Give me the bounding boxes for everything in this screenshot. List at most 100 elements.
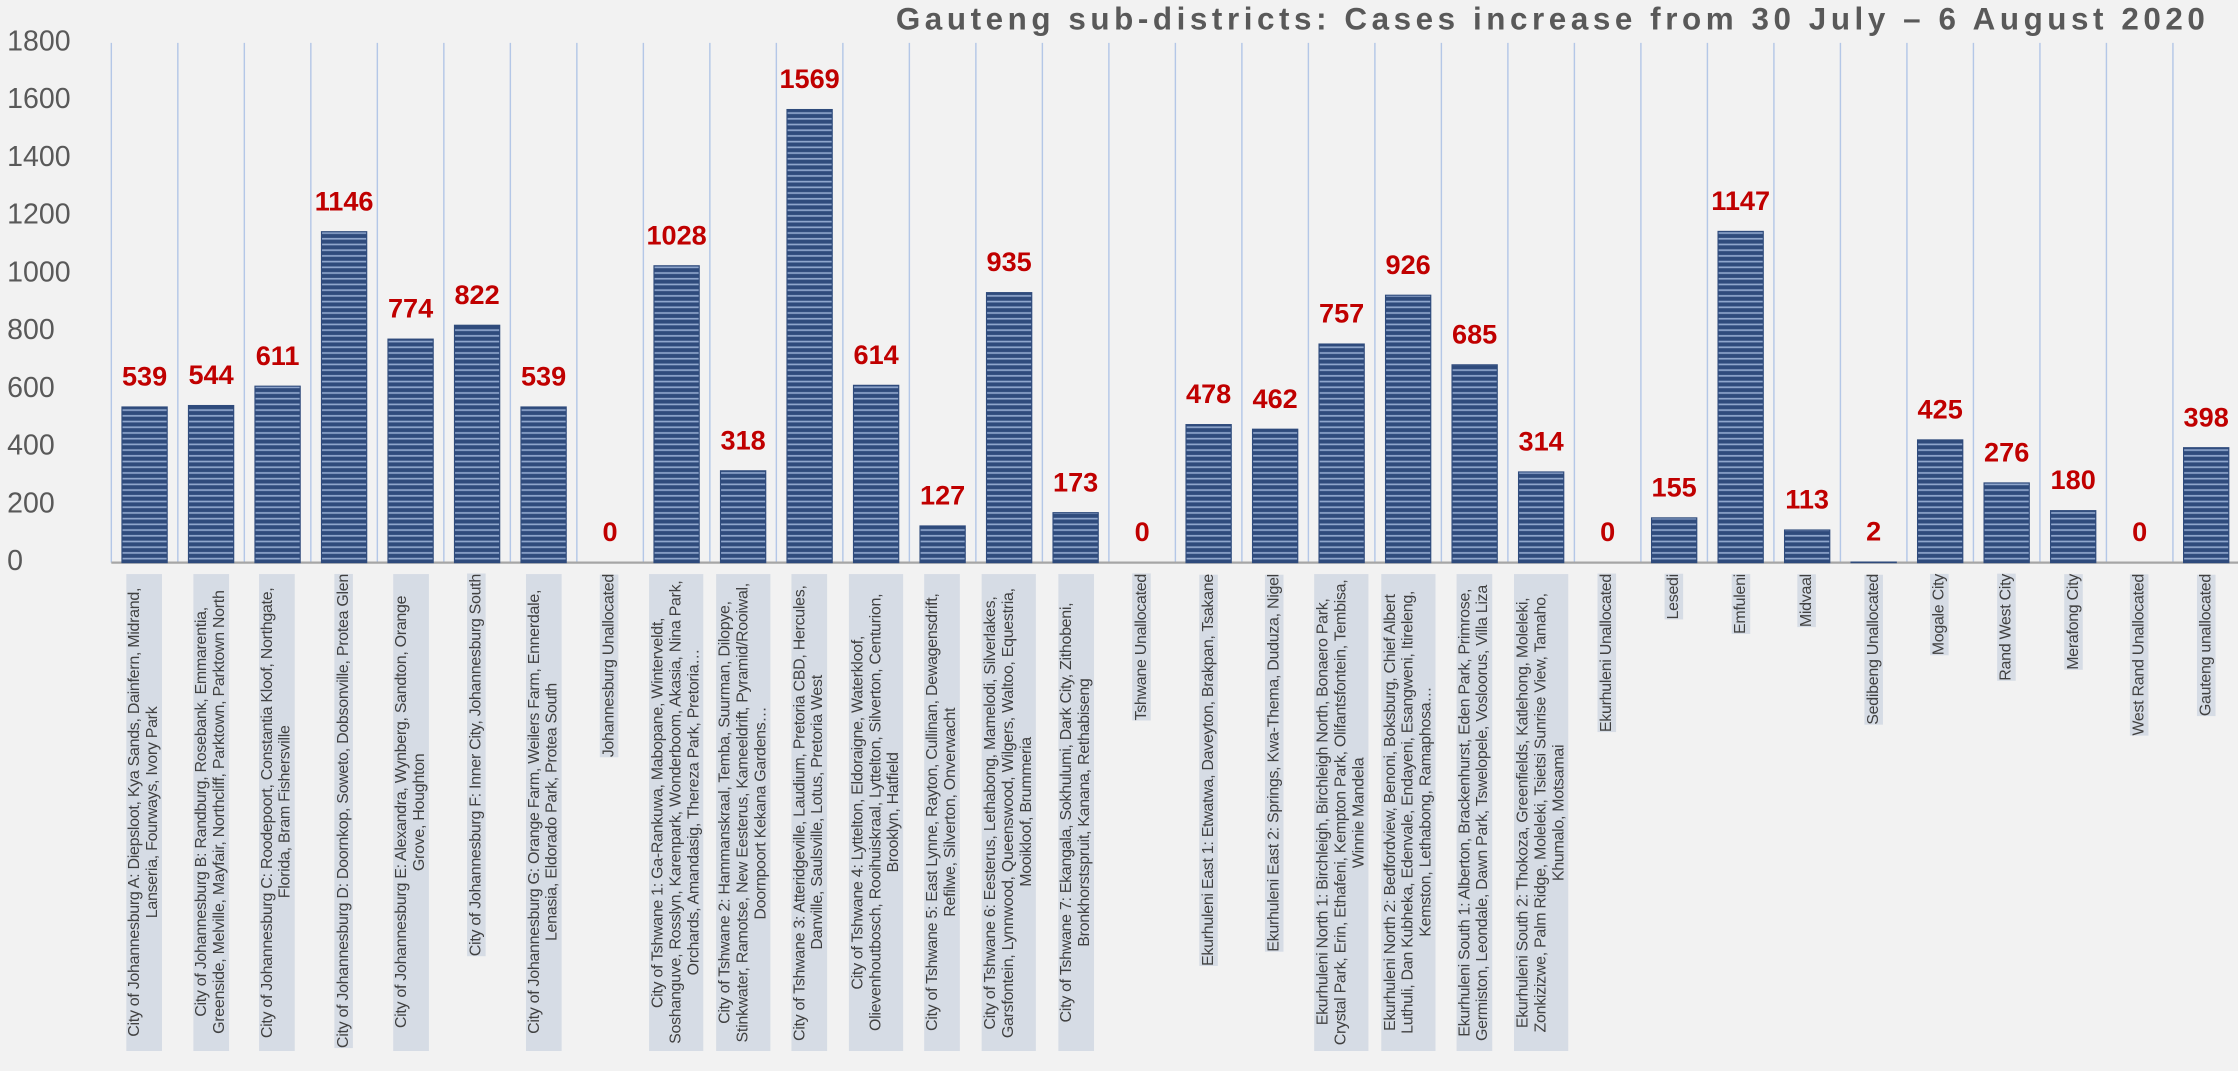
value-label: 314	[1519, 426, 1564, 457]
bar	[1650, 517, 1698, 564]
x-tick-label: Ekurhuleni North 2: Bedfordview, Benoni,…	[1381, 574, 1435, 1052]
y-tick-label: 1200	[7, 199, 71, 231]
x-tick-label: City of Johannesburg F: Inner City, Joha…	[468, 574, 487, 957]
value-label: 1146	[315, 185, 374, 216]
bar	[520, 406, 567, 564]
x-tick-label: Rand West City	[1997, 574, 2016, 681]
x-tick-label: City of Johannesburg G: Orange Farm, Wei…	[525, 574, 562, 1052]
value-label: 1147	[1711, 185, 1770, 216]
value-label: 1028	[646, 219, 706, 250]
y-tick-label: 600	[7, 372, 55, 404]
x-tick-label: Mogale City	[1931, 574, 1950, 656]
x-tick-label: Ekurhuleni South 1: Alberton, Brackenhur…	[1456, 574, 1493, 1052]
x-tick-label: City of Johannesburg C: Roodepoort, Cons…	[259, 574, 296, 1052]
x-tick-label: Ekurhuleni East 1: Etwatwa, Daveyton, Br…	[1199, 574, 1218, 966]
y-tick-label: 1800	[7, 25, 71, 57]
value-label: 2	[1866, 516, 1881, 547]
bar	[919, 525, 966, 564]
bar	[387, 338, 434, 564]
y-tick-label: 1600	[7, 83, 71, 115]
value-label: 127	[920, 480, 965, 511]
bar	[1318, 343, 1365, 564]
value-label: 611	[256, 340, 300, 371]
value-label: 0	[1600, 516, 1615, 547]
value-label: 173	[1053, 466, 1098, 497]
x-tick-label: Gauteng unallocated	[2197, 574, 2216, 717]
bar	[786, 108, 833, 564]
value-label: 1569	[779, 63, 839, 94]
x-tick-label: Lesedi	[1665, 574, 1684, 620]
value-label: 685	[1452, 318, 1497, 349]
y-tick-label: 1400	[7, 141, 71, 173]
x-tick-label: Johannesburg Unallocated	[601, 574, 620, 758]
y-tick-label: 800	[7, 314, 55, 346]
y-tick-label: 1000	[7, 256, 71, 288]
bar	[1850, 561, 1897, 564]
x-tick-label: City of Tshwane 7: Ekangala, Sokhulumi, …	[1057, 574, 1094, 1052]
bar	[254, 385, 301, 564]
x-tick-label: Ekurhuleni East 2: Springs, Kwa-Thema, D…	[1266, 574, 1285, 952]
bar	[1983, 482, 2030, 564]
bar	[1052, 512, 1099, 564]
value-label: 935	[987, 246, 1032, 277]
bar	[1517, 471, 1565, 564]
x-tick-label: City of Johannesburg D: Doornkop, Soweto…	[335, 574, 354, 1049]
bar	[852, 384, 900, 564]
value-label: 926	[1386, 249, 1431, 280]
bar	[1251, 428, 1299, 564]
bar	[320, 231, 368, 564]
y-tick-label: 0	[7, 545, 23, 577]
bar	[1451, 364, 1498, 564]
bar	[121, 406, 168, 564]
value-label: 462	[1253, 383, 1298, 414]
x-tick-label: Tshwane Unallocated	[1133, 574, 1152, 721]
x-tick-label: City of Tshwane 1: Ga-Rankuwa, Mabopane,…	[649, 574, 704, 1052]
x-tick-label: Ekurhuleni South 2: Thokoza, Greenfields…	[1514, 574, 1568, 1052]
value-label: 822	[454, 279, 499, 310]
bar	[653, 265, 700, 564]
value-label: 539	[521, 361, 566, 392]
x-tick-label: West Rand Unallocated	[2130, 574, 2149, 736]
bar	[1717, 230, 1764, 564]
x-tick-label: Emfuleni	[1731, 574, 1750, 634]
bar	[1783, 529, 1831, 564]
value-label: 155	[1652, 471, 1697, 502]
y-tick-label: 400	[7, 430, 55, 462]
chart-title: Gauteng sub-districts: Cases increase fr…	[896, 2, 2210, 37]
value-label: 398	[2184, 401, 2229, 432]
x-tick-label: Ekurhuleni North 1: Birchleigh, Birchlei…	[1314, 574, 1369, 1052]
x-tick-label: City of Johannesburg E: Alexandra, Wynbe…	[392, 574, 429, 1052]
y-tick-label: 200	[7, 487, 55, 519]
value-label: 614	[854, 339, 899, 370]
value-label: 774	[388, 293, 433, 324]
value-label: 0	[2132, 516, 2147, 547]
value-label: 113	[1785, 484, 1829, 515]
bar	[187, 404, 235, 564]
value-label: 544	[188, 359, 233, 390]
x-tick-label: City of Tshwane 4: Lyttelton, Eldoraigne…	[849, 574, 903, 1052]
x-tick-label: City of Johannesburg A: Diepsloot, Kya S…	[126, 574, 163, 1052]
bar	[985, 292, 1033, 564]
x-tick-label: City of Tshwane 6: Eesterus, Lethabong, …	[982, 574, 1036, 1052]
x-tick-label: City of Tshwane 3: Atteridgeville, Laudi…	[791, 574, 828, 1052]
x-tick-label: Merafong City	[2064, 574, 2083, 670]
x-tick-label: City of Johannesburg B: Randburg, Roseba…	[193, 574, 229, 1052]
value-label: 757	[1319, 298, 1364, 329]
value-label: 478	[1186, 378, 1231, 409]
x-tick-label: Midvaal	[1798, 574, 1817, 628]
bar	[1185, 424, 1232, 564]
x-tick-label: City of Tshwane 2: Hammanskraal, Temba, …	[716, 574, 770, 1052]
bar	[1916, 439, 1964, 564]
bar	[2049, 510, 2097, 564]
x-tick-label: Sedibeng Unallocated	[1864, 574, 1883, 725]
bar	[719, 470, 767, 564]
value-label: 318	[720, 424, 765, 455]
bar	[1384, 294, 1432, 564]
bar	[2182, 447, 2230, 564]
x-tick-label: Ekurhuleni Unallocated	[1598, 574, 1617, 733]
value-label: 276	[1984, 437, 2029, 468]
value-label: 539	[122, 361, 167, 392]
value-label: 180	[2051, 464, 2096, 495]
